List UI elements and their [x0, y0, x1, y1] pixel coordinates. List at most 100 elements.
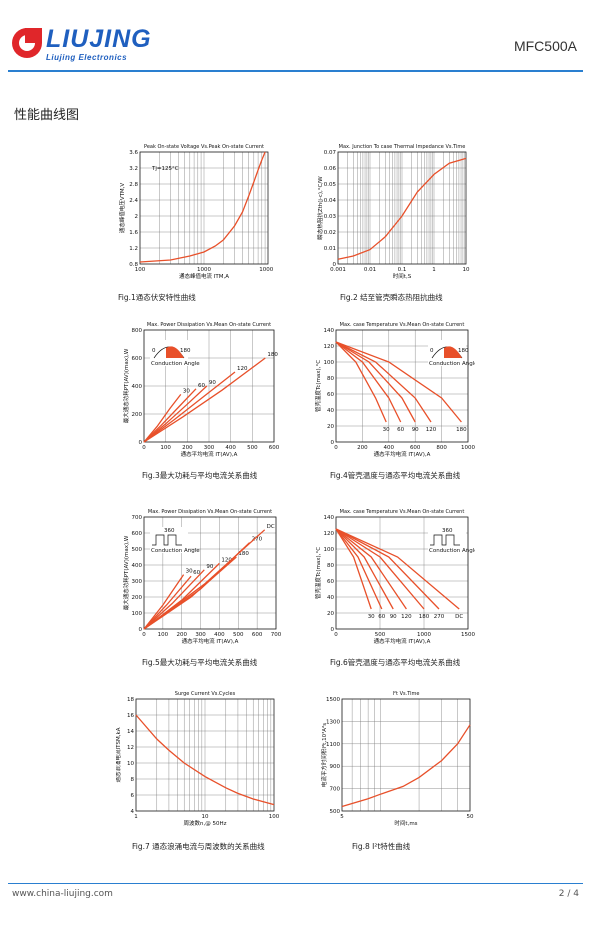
- inset-label: 360: [164, 528, 175, 534]
- grid: [337, 151, 466, 265]
- series-line: [335, 341, 387, 423]
- chart-fig8: I²t Vs.Time 5 50 500 700 900 1100 1300 1500 时间t,m…: [316, 685, 476, 835]
- series-label: 30: [383, 427, 390, 433]
- series-label: 90: [412, 427, 419, 433]
- x-tick-label: 100: [158, 632, 169, 638]
- y-tick-label: 140: [324, 515, 335, 521]
- y-tick-label: 0.07: [324, 150, 337, 156]
- chart-svg: Max. case Temperature Vs.Mean On-state C…: [314, 509, 475, 645]
- y-axis-label: 管壳温度Tc(max),°C: [314, 547, 322, 599]
- series-label: 180: [419, 614, 430, 620]
- series-label: 120: [401, 614, 412, 620]
- plot-frame: [143, 516, 277, 630]
- chart-svg: Max. Junction To case Thermal Impedance …: [316, 144, 470, 280]
- x-tick-label: 0: [334, 632, 338, 638]
- chart-fig6: Max. case Temperature Vs.Mean On-state C…: [310, 505, 475, 655]
- x-axis-label: 通态平均电流 IT(AV),A: [374, 450, 431, 458]
- plot-frame: [143, 329, 275, 443]
- series-line: [143, 569, 205, 630]
- y-tick-label: 16: [127, 713, 134, 719]
- y-tick-label: 0: [331, 627, 335, 633]
- series-line: [143, 371, 236, 443]
- y-tick-label: 700: [330, 787, 341, 793]
- y-axis-label: 最大通态功耗PT(AV)(max),W: [122, 348, 130, 423]
- y-axis-label: 最大通态功耗PT(AV)(max),W: [122, 535, 130, 610]
- x-tick-label: 1500: [461, 632, 475, 638]
- y-tick-label: 900: [330, 764, 341, 770]
- chart-svg: Peak On-state Voltage Vs.Peak On-state C…: [118, 144, 273, 280]
- series-line: [143, 357, 266, 443]
- y-tick-label: 3.6: [129, 150, 138, 156]
- conduction-angle-inset: 0 180 Conduction Angle: [428, 340, 475, 367]
- model-number: MFC500A: [513, 38, 577, 54]
- chart-svg: Max. Power Dissipation Vs.Mean On-state …: [122, 322, 280, 458]
- plot-frame: [139, 151, 269, 265]
- y-tick-label: 60: [327, 392, 334, 398]
- chart-title: Max. Power Dissipation Vs.Mean On-state …: [148, 509, 272, 515]
- grid: [135, 698, 274, 812]
- plot-frame: [135, 698, 275, 812]
- figure-caption: Fig.2 结至管壳瞬态热阻抗曲线: [340, 293, 443, 302]
- series-label: DC: [267, 524, 275, 530]
- inset-label: 180: [180, 348, 191, 354]
- y-tick-label: 200: [132, 412, 143, 418]
- y-tick-label: 14: [127, 729, 134, 735]
- x-tick-label: 5: [340, 814, 344, 820]
- series-line: [143, 574, 185, 630]
- x-tick-label: 200: [176, 632, 187, 638]
- x-tick-label: 500: [247, 445, 258, 451]
- x-tick-label: 200: [357, 445, 368, 451]
- chart-fig4: Max. case Temperature Vs.Mean On-state C…: [310, 318, 475, 468]
- figure-caption: Fig.6管壳温度与通态平均电流关系曲线: [330, 658, 461, 667]
- series-label: 90: [390, 614, 397, 620]
- conduction-angle-inset: 0 180 Conduction Angle: [150, 340, 200, 367]
- inset-label: Conduction Angle: [429, 361, 475, 367]
- x-axis-label: 通态平均电流 IT(AV),A: [181, 450, 238, 458]
- y-tick-label: 700: [132, 515, 143, 521]
- page-header: LIUJING Liujing Electronics MFC500A: [0, 0, 591, 74]
- y-tick-label: 1500: [326, 697, 340, 703]
- y-tick-label: 18: [127, 697, 134, 703]
- y-tick-label: 40: [327, 408, 334, 414]
- chart-fig3: Max. Power Dissipation Vs.Mean On-state …: [118, 318, 283, 468]
- x-tick-label: 0: [334, 445, 338, 451]
- series-line: [335, 528, 440, 610]
- figure-caption: Fig.7 通态浪涌电流与周波数的关系曲线: [132, 842, 265, 851]
- y-tick-label: 0.8: [129, 262, 138, 268]
- x-tick-label: 100: [160, 445, 171, 451]
- y-tick-label: 800: [132, 328, 143, 334]
- y-tick-label: 1.6: [129, 230, 138, 236]
- series-line: [143, 575, 192, 630]
- y-tick-label: 10: [127, 761, 134, 767]
- chart-svg: Surge Current Vs.Cycles 1 10 100 4 6 8 10 12 14 16…: [116, 691, 280, 827]
- series-line: [143, 394, 182, 443]
- y-tick-label: 400: [132, 563, 143, 569]
- footer-url[interactable]: www.china-liujing.com: [12, 889, 113, 899]
- x-tick-label: 0.01: [364, 267, 376, 273]
- chart-title: Max. Power Dissipation Vs.Mean On-state …: [147, 322, 271, 328]
- y-tick-label: 0.02: [324, 230, 336, 236]
- y-tick-label: 0: [139, 440, 143, 446]
- y-tick-label: 100: [132, 611, 143, 617]
- footer-divider: [8, 883, 583, 884]
- chart-title: I²t Vs.Time: [393, 691, 420, 697]
- series-line: [143, 385, 208, 443]
- figure-caption: Fig.4管壳温度与通态平均电流关系曲线: [330, 471, 461, 480]
- x-tick-label: 400: [384, 445, 395, 451]
- series-line: [335, 528, 372, 610]
- figure-caption: Fig.8 I²t特性曲线: [352, 842, 411, 851]
- inset-label: 360: [442, 528, 453, 534]
- x-tick-label: 500: [233, 632, 244, 638]
- annotation-label: Tj=125°C: [151, 166, 179, 172]
- plot-frame: [337, 151, 467, 265]
- series-label: 90: [206, 564, 213, 570]
- y-tick-label: 120: [324, 531, 335, 537]
- y-tick-label: 0.04: [324, 198, 337, 204]
- x-tick-label: 300: [204, 445, 215, 451]
- y-tick-label: 0: [333, 262, 337, 268]
- y-axis-label: 通态浪涌电流ITSM,kA: [116, 727, 122, 782]
- logo-wordmark: LIUJING: [46, 25, 152, 53]
- y-tick-label: 100: [324, 360, 335, 366]
- x-tick-label: 100: [269, 814, 280, 820]
